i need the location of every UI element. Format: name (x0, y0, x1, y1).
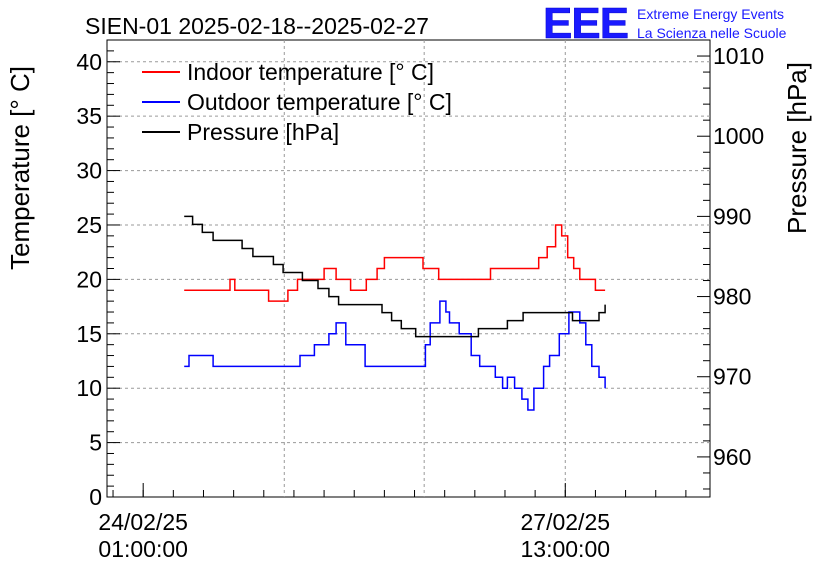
left-tick-label: 40 (76, 49, 102, 75)
right-tick-label: 960 (713, 444, 751, 470)
gridlines (107, 40, 710, 497)
chart-title: SIEN-01 2025-02-18--2025-02-27 (85, 13, 429, 39)
left-tick-label: 0 (89, 484, 102, 510)
x-tick-label-date: 27/02/25 (521, 509, 611, 535)
outdoor-temperatureline (184, 300, 606, 411)
right-tick-label: 970 (713, 364, 751, 390)
legend-label: Pressure [hPa] (187, 119, 339, 145)
left-tick-label: 15 (76, 321, 102, 347)
left-tick-label: 30 (76, 158, 102, 184)
right-axis: 960 970 980 990 1000 1010 (697, 39, 764, 490)
legend-label: Indoor temperature [° C] (187, 59, 434, 85)
logo-line1: Extreme Energy Events (637, 6, 784, 22)
right-tick-label: 990 (713, 203, 751, 229)
left-tick-label: 5 (89, 430, 102, 456)
legend: Indoor temperature [° C] Outdoor temperat… (142, 59, 452, 145)
pressureline (184, 215, 606, 338)
left-tick-label: 35 (76, 103, 102, 129)
x-tick-label-time: 01:00:00 (98, 536, 188, 562)
left-axis-label: Temperature [° C] (5, 66, 35, 270)
indoor-temperatureline (184, 224, 606, 302)
legend-label: Outdoor temperature [° C] (187, 89, 452, 115)
logo-mark: EEE (543, 0, 628, 48)
series-lines (184, 215, 606, 411)
right-axis-label: Pressure [hPa] (782, 62, 812, 234)
right-tick-label: 980 (713, 284, 751, 310)
logo-line2: La Scienza nelle Scuole (637, 25, 787, 41)
left-axis: 0 5 10 15 20 25 30 35 40 (76, 39, 120, 510)
left-tick-label: 25 (76, 212, 102, 238)
left-tick-label: 20 (76, 266, 102, 292)
right-tick-label: 1010 (713, 43, 764, 69)
right-tick-label: 1000 (713, 123, 764, 149)
eee-logo: EEE Extreme Energy Events La Scienza nel… (543, 0, 787, 48)
x-tick-label-time: 13:00:00 (521, 536, 611, 562)
x-tick-label-date: 24/02/25 (98, 509, 188, 535)
left-tick-label: 10 (76, 375, 102, 401)
